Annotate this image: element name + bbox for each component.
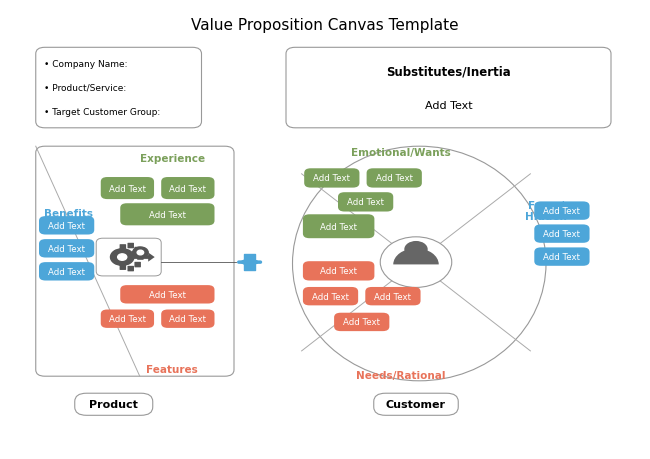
Text: Benefits: Benefits	[44, 208, 93, 218]
Text: Add Text: Add Text	[543, 230, 580, 239]
Wedge shape	[393, 249, 439, 265]
Text: Add Text: Add Text	[48, 221, 85, 230]
Circle shape	[133, 247, 148, 258]
Text: Add Text: Add Text	[313, 174, 350, 183]
Text: Add Text: Add Text	[424, 101, 473, 111]
Circle shape	[118, 254, 127, 261]
Polygon shape	[134, 253, 155, 262]
Text: Add Text: Add Text	[320, 267, 357, 276]
Text: Add Text: Add Text	[109, 184, 146, 193]
Text: Add Text: Add Text	[374, 292, 411, 301]
FancyBboxPatch shape	[120, 265, 126, 270]
Text: Add Text: Add Text	[343, 318, 380, 327]
Text: Add Text: Add Text	[149, 210, 186, 219]
Text: Add Text: Add Text	[48, 267, 85, 276]
FancyBboxPatch shape	[534, 225, 590, 243]
Text: Needs/Rational: Needs/Rational	[356, 370, 446, 381]
FancyBboxPatch shape	[101, 178, 154, 200]
FancyBboxPatch shape	[137, 255, 144, 260]
FancyBboxPatch shape	[161, 310, 214, 328]
Text: Fears/
Hidden: Fears/ Hidden	[525, 201, 567, 222]
FancyBboxPatch shape	[39, 240, 94, 258]
FancyBboxPatch shape	[534, 248, 590, 266]
FancyBboxPatch shape	[114, 251, 121, 256]
Text: Emotional/Wants: Emotional/Wants	[351, 147, 451, 157]
FancyBboxPatch shape	[367, 169, 422, 188]
Text: • Product/Service:: • Product/Service:	[44, 84, 126, 93]
Text: Value Proposition Canvas Template: Value Proposition Canvas Template	[191, 18, 459, 33]
FancyBboxPatch shape	[304, 169, 359, 188]
FancyBboxPatch shape	[135, 247, 141, 253]
FancyBboxPatch shape	[96, 239, 161, 276]
FancyBboxPatch shape	[127, 266, 134, 272]
Text: • Target Customer Group:: • Target Customer Group:	[44, 107, 160, 117]
Text: Add Text: Add Text	[149, 290, 186, 299]
Text: Substitutes/Inertia: Substitutes/Inertia	[386, 66, 511, 79]
Text: Add Text: Add Text	[170, 184, 206, 193]
Text: Add Text: Add Text	[48, 244, 85, 253]
Text: • Company Name:: • Company Name:	[44, 60, 127, 69]
Text: Add Text: Add Text	[376, 174, 413, 183]
FancyBboxPatch shape	[303, 215, 374, 239]
Circle shape	[404, 241, 428, 258]
FancyBboxPatch shape	[39, 263, 94, 281]
Text: Customer: Customer	[386, 399, 446, 409]
Text: Add Text: Add Text	[320, 222, 357, 231]
FancyBboxPatch shape	[120, 245, 126, 250]
Circle shape	[111, 249, 134, 266]
FancyBboxPatch shape	[36, 147, 234, 376]
FancyBboxPatch shape	[120, 204, 214, 226]
Text: Add Text: Add Text	[312, 292, 349, 301]
FancyBboxPatch shape	[303, 287, 358, 306]
FancyBboxPatch shape	[161, 178, 214, 200]
Text: Add Text: Add Text	[347, 198, 384, 207]
FancyBboxPatch shape	[36, 48, 202, 129]
FancyBboxPatch shape	[334, 313, 389, 331]
Circle shape	[380, 237, 452, 288]
FancyBboxPatch shape	[101, 310, 154, 328]
Circle shape	[137, 251, 144, 255]
FancyBboxPatch shape	[534, 202, 590, 220]
Text: Add Text: Add Text	[109, 314, 146, 324]
FancyBboxPatch shape	[365, 287, 421, 306]
FancyBboxPatch shape	[338, 193, 393, 212]
Text: Add Text: Add Text	[543, 207, 580, 216]
FancyBboxPatch shape	[114, 259, 121, 264]
Text: Add Text: Add Text	[170, 314, 206, 324]
FancyBboxPatch shape	[135, 262, 141, 268]
Text: Features: Features	[146, 364, 198, 375]
Text: Product: Product	[89, 399, 138, 409]
FancyBboxPatch shape	[120, 285, 214, 304]
Ellipse shape	[292, 147, 546, 381]
Text: Add Text: Add Text	[543, 252, 580, 262]
FancyBboxPatch shape	[303, 262, 374, 281]
FancyBboxPatch shape	[39, 217, 94, 235]
FancyBboxPatch shape	[127, 243, 134, 249]
FancyBboxPatch shape	[286, 48, 611, 129]
Text: Experience: Experience	[140, 153, 205, 163]
FancyBboxPatch shape	[374, 393, 458, 415]
FancyBboxPatch shape	[75, 393, 153, 415]
